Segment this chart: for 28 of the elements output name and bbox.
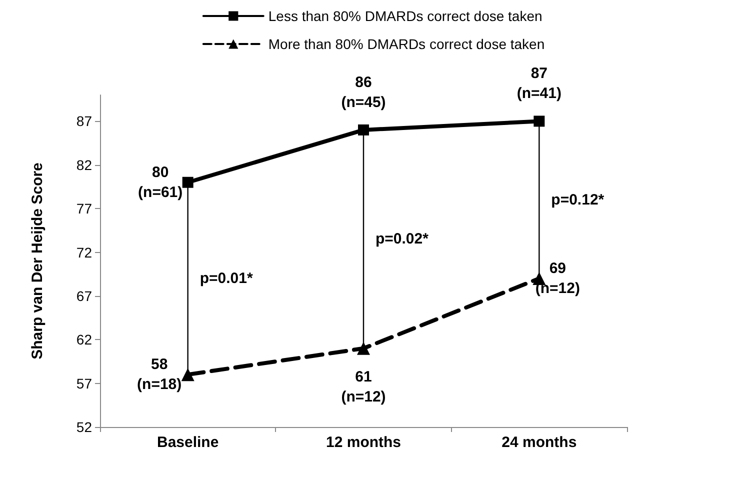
data-label: 86 (n=45) bbox=[341, 74, 386, 111]
annotation: p=0.02* bbox=[376, 230, 429, 248]
y-tick-label: 77 bbox=[76, 200, 92, 217]
data-label: 61 (n=12) bbox=[341, 368, 386, 406]
x-tick-label: Baseline bbox=[156, 434, 219, 451]
legend-label: More than 80% DMARDs correct dose taken bbox=[268, 36, 545, 52]
y-axis-title: Sharp van Der Heijde Score bbox=[29, 162, 46, 360]
annotation: p=0.01* bbox=[200, 270, 253, 287]
point bbox=[357, 342, 370, 355]
x-tick-label: 12 months bbox=[326, 434, 402, 451]
x-tick-label: 24 months bbox=[502, 434, 577, 451]
data-label: 80 (n=61) bbox=[138, 164, 183, 201]
point bbox=[358, 124, 369, 136]
y-tick-label: 62 bbox=[76, 332, 92, 348]
point bbox=[182, 176, 194, 188]
point bbox=[181, 368, 194, 382]
y-tick-label: 87 bbox=[76, 113, 92, 130]
data-label: 58 (n=18) bbox=[137, 356, 182, 394]
y-tick-label: 52 bbox=[76, 419, 92, 435]
point bbox=[534, 116, 545, 127]
y-tick-label: 57 bbox=[76, 375, 92, 392]
y-tick-label: 82 bbox=[76, 156, 92, 173]
annotation: p=0.12* bbox=[551, 191, 604, 208]
data-label: 69 (n=12) bbox=[535, 260, 580, 297]
data-label: 87 (n=41) bbox=[516, 65, 562, 102]
legend-label: Less than 80% DMARDs correct dose taken bbox=[268, 8, 542, 24]
y-tick-label: 67 bbox=[76, 288, 92, 304]
y-tick-label: 72 bbox=[76, 244, 92, 260]
